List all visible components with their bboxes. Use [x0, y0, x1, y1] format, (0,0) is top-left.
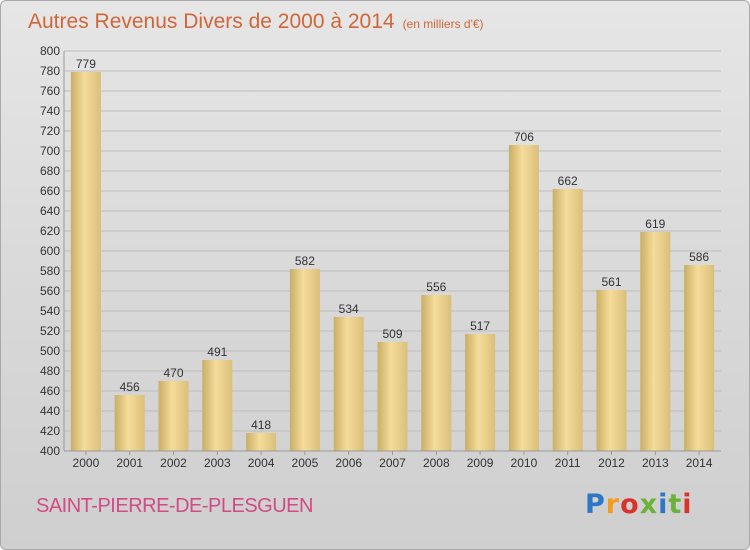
y-tick-label: 640 — [40, 204, 60, 218]
bars — [70, 72, 715, 451]
data-label-2001: 456 — [120, 380, 140, 394]
data-label-2012: 561 — [601, 275, 621, 289]
x-tick-label-2002: 2002 — [160, 456, 187, 470]
data-label-2011: 662 — [558, 174, 578, 188]
y-tick-label: 600 — [40, 244, 60, 258]
data-label-2009: 517 — [470, 319, 490, 333]
chart-title-text: Autres Revenus Divers de 2000 à 2014 — [28, 10, 395, 33]
data-label-2002: 470 — [163, 366, 183, 380]
x-tick-label-2011: 2011 — [555, 456, 581, 470]
bar-2006 — [333, 317, 364, 451]
y-tick-label: 660 — [40, 184, 60, 198]
y-tick-label: 540 — [40, 304, 60, 318]
data-label-2008: 556 — [426, 280, 446, 294]
bar-2010 — [508, 145, 539, 451]
x-axis-ticks: 2000 2001 2002 2003 2004 2005 2006 2007 2008 2009… — [73, 451, 713, 470]
y-tick-label: 620 — [40, 224, 60, 238]
y-tick-label: 580 — [40, 264, 60, 278]
bar-2012 — [596, 290, 627, 451]
data-label-2013: 619 — [645, 217, 665, 231]
bar-2001 — [114, 395, 145, 451]
data-labels: 779 456 470 491 418 582 534 509 556 517 706 662 561 6… — [76, 57, 710, 432]
bar-2014 — [684, 265, 715, 451]
x-tick-label-2012: 2012 — [598, 456, 625, 470]
y-tick-label: 800 — [40, 44, 60, 58]
bar-2011 — [552, 189, 583, 451]
x-tick-label-2014: 2014 — [686, 456, 713, 470]
y-tick-label: 680 — [40, 164, 60, 178]
y-tick-label: 720 — [40, 124, 60, 138]
chart-subtitle: (en milliers d'€) — [402, 17, 484, 31]
y-tick-label: 440 — [40, 404, 60, 418]
x-tick-label-2007: 2007 — [379, 456, 406, 470]
logo-letter: i — [682, 489, 693, 520]
x-tick-label-2013: 2013 — [642, 456, 669, 470]
y-tick-label: 500 — [40, 344, 60, 358]
proxiti-logo[interactable]: Proxiti — [585, 489, 693, 520]
data-label-2014: 586 — [689, 250, 709, 264]
commune-name: SAINT-PIERRE-DE-PLESGUEN — [36, 495, 313, 517]
bar-2007 — [377, 342, 408, 451]
bar-2008 — [421, 295, 452, 451]
logo-letter: o — [620, 489, 640, 520]
logo-letter: r — [605, 489, 621, 520]
data-label-2004: 418 — [251, 418, 271, 432]
x-tick-label-2009: 2009 — [467, 456, 494, 470]
y-tick-label: 400 — [40, 444, 60, 458]
y-tick-label: 740 — [40, 104, 60, 118]
bar-2005 — [289, 269, 320, 451]
bar-2002 — [158, 381, 189, 451]
x-tick-label-2001: 2001 — [116, 456, 143, 470]
data-label-2000: 779 — [76, 57, 96, 71]
x-tick-label-2010: 2010 — [511, 456, 538, 470]
logo-letter: t — [668, 489, 683, 520]
data-label-2003: 491 — [207, 345, 227, 359]
bar-2004 — [246, 433, 277, 451]
x-tick-label-2004: 2004 — [248, 456, 275, 470]
y-axis-ticks: 400 420 440 460 480 500 520 540 560 580 600 620 640 6… — [40, 44, 60, 458]
logo-letter: i — [658, 489, 669, 520]
chart-title: Autres Revenus Divers de 2000 à 2014 (en … — [28, 10, 484, 34]
x-tick-label-2005: 2005 — [292, 456, 319, 470]
data-label-2010: 706 — [514, 130, 534, 144]
data-label-2005: 582 — [295, 254, 315, 268]
data-label-2007: 509 — [382, 327, 402, 341]
y-tick-label: 480 — [40, 364, 60, 378]
y-tick-label: 780 — [40, 64, 60, 78]
logo-letter: x — [639, 489, 659, 520]
y-tick-label: 420 — [40, 424, 60, 438]
y-tick-label: 700 — [40, 144, 60, 158]
x-tick-label-2008: 2008 — [423, 456, 450, 470]
bar-2013 — [640, 232, 671, 451]
data-label-2006: 534 — [339, 302, 359, 316]
y-tick-label: 520 — [40, 324, 60, 338]
y-tick-label: 760 — [40, 84, 60, 98]
x-tick-label-2000: 2000 — [73, 456, 100, 470]
y-tick-label: 460 — [40, 384, 60, 398]
y-tick-label: 560 — [40, 284, 60, 298]
logo-letter: P — [585, 489, 606, 520]
bar-2003 — [202, 360, 233, 451]
x-tick-label-2003: 2003 — [204, 456, 231, 470]
bar-2009 — [465, 334, 496, 451]
x-tick-label-2006: 2006 — [335, 456, 362, 470]
bar-2000 — [70, 72, 101, 451]
